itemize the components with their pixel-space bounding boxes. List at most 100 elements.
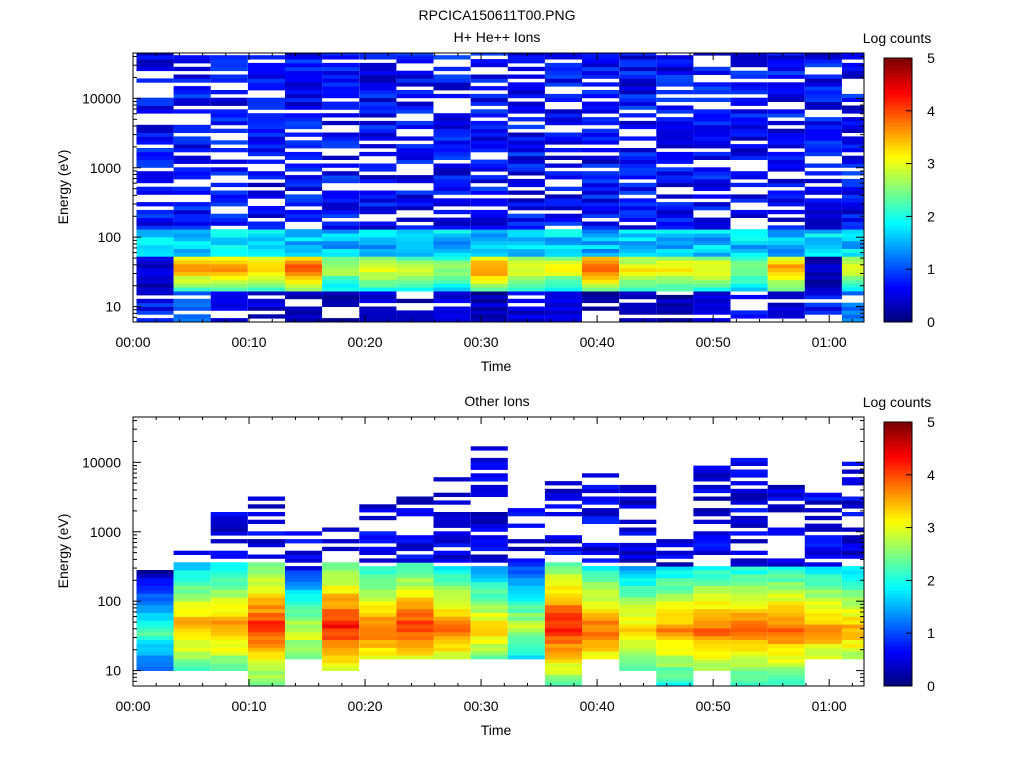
heatmap-cell xyxy=(470,585,508,590)
heatmap-cell xyxy=(136,233,174,238)
heatmap-cell xyxy=(842,643,864,648)
heatmap-cell xyxy=(322,233,360,238)
heatmap-cell xyxy=(285,236,323,242)
heatmap-cell xyxy=(247,256,285,261)
heatmap-cell xyxy=(173,600,211,606)
heatmap-cell xyxy=(804,90,842,95)
heatmap-cell xyxy=(842,194,864,199)
heatmap-cell xyxy=(322,658,360,664)
heatmap-cell xyxy=(396,600,434,606)
heatmap-cell xyxy=(582,488,620,494)
heatmap-cell xyxy=(507,206,545,211)
heatmap-cell xyxy=(173,643,211,648)
heatmap-cell xyxy=(693,298,731,304)
heatmap-cell xyxy=(507,90,545,95)
heatmap-cell xyxy=(173,90,211,95)
heatmap-cell xyxy=(433,550,471,555)
heatmap-cell xyxy=(470,465,508,470)
colorbar-swatch xyxy=(884,254,912,259)
heatmap-cell xyxy=(619,53,657,56)
colorbar-swatch xyxy=(884,86,912,91)
heatmap-cell xyxy=(656,539,694,544)
heatmap-cell xyxy=(396,631,434,637)
colorbar-swatch xyxy=(884,218,912,223)
heatmap-cell xyxy=(433,198,471,203)
heatmap-cell xyxy=(136,658,174,664)
heatmap-cell xyxy=(693,465,731,470)
heatmap-cell xyxy=(619,244,657,249)
heatmap-cell xyxy=(322,655,360,660)
heatmap-cell xyxy=(285,310,323,315)
heatmap-cell xyxy=(842,570,864,575)
heatmap-cell xyxy=(136,124,174,130)
heatmap-cell xyxy=(210,120,248,126)
heatmap-cell xyxy=(136,298,174,304)
heatmap-cell xyxy=(359,229,397,234)
heatmap-cell xyxy=(210,90,248,95)
heatmap-cell xyxy=(842,178,864,184)
heatmap-cell xyxy=(470,167,508,172)
heatmap-cell xyxy=(173,593,211,598)
colorbar-swatch xyxy=(884,466,912,471)
heatmap-cell xyxy=(619,597,657,602)
heatmap-cell xyxy=(730,128,768,133)
heatmap-cell xyxy=(767,631,805,637)
colorbar-swatch xyxy=(884,514,912,519)
colorbar-swatch xyxy=(884,462,912,467)
heatmap-cell xyxy=(470,97,508,102)
heatmap-cell xyxy=(767,90,805,95)
heatmap-cell xyxy=(210,581,248,586)
heatmap-cell xyxy=(582,221,620,226)
heatmap-cells xyxy=(136,53,864,323)
heatmap-cell xyxy=(656,248,694,253)
heatmap-cell xyxy=(619,260,657,265)
heatmap-cell xyxy=(247,120,285,126)
heatmap-cell xyxy=(210,651,248,656)
heatmap-cell xyxy=(619,631,657,637)
heatmap-cell xyxy=(656,550,694,555)
heatmap-cell xyxy=(656,59,694,64)
heatmap-cell xyxy=(619,639,657,644)
heatmap-cell xyxy=(433,163,471,168)
heatmap-cell xyxy=(544,310,582,315)
colorbar-swatch xyxy=(884,258,912,263)
heatmap-cell xyxy=(619,136,657,141)
heatmap-cell xyxy=(359,604,397,610)
heatmap-cell xyxy=(804,643,842,648)
heatmap-cell xyxy=(656,643,694,648)
heatmap-cell xyxy=(247,631,285,637)
colorbar-swatch xyxy=(884,570,912,575)
heatmap-cell xyxy=(582,655,620,660)
heatmap-cell xyxy=(544,535,582,540)
heatmap-cell xyxy=(173,577,211,582)
heatmap-cell xyxy=(804,244,842,249)
colorbar-swatch xyxy=(884,74,912,79)
heatmap-cell xyxy=(359,233,397,238)
heatmap-cell xyxy=(136,256,174,261)
colorbar-tick-label: 1 xyxy=(927,261,935,277)
heatmap-cell xyxy=(544,271,582,276)
heatmap-cell xyxy=(544,624,582,629)
heatmap-cell xyxy=(136,213,174,218)
heatmap-cell xyxy=(582,570,620,575)
heatmap-cell xyxy=(322,260,360,265)
x-tick-label: 00:30 xyxy=(464,698,499,714)
heatmap-cell xyxy=(804,163,842,168)
heatmap-cell xyxy=(247,542,285,548)
heatmap-cell xyxy=(842,302,864,307)
heatmap-cell xyxy=(767,198,805,203)
heatmap-cell xyxy=(656,655,694,660)
heatmap-cell xyxy=(210,523,248,528)
heatmap-cell xyxy=(396,217,434,222)
heatmap-cell xyxy=(730,481,768,486)
heatmap-cell xyxy=(730,310,768,315)
heatmap-cell xyxy=(619,600,657,606)
heatmap-cell xyxy=(285,202,323,207)
heatmap-cell xyxy=(136,62,174,68)
colorbar-swatch xyxy=(884,106,912,111)
heatmap-cell xyxy=(210,97,248,102)
heatmap-cell xyxy=(210,264,248,269)
heatmap-cell xyxy=(359,97,397,102)
heatmap-cell xyxy=(210,117,248,122)
